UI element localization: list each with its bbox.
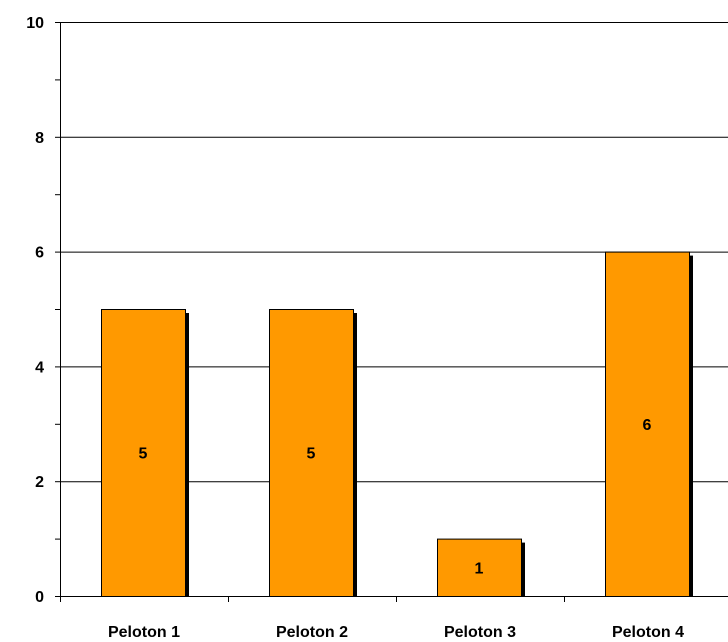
x-category-label: Peloton 1 xyxy=(108,624,180,641)
bars xyxy=(101,251,693,597)
x-category-label: Peloton 2 xyxy=(276,624,348,641)
y-tick-label: 10 xyxy=(26,15,44,32)
data-label: 6 xyxy=(643,417,652,434)
y-tick-label: 0 xyxy=(35,589,44,606)
y-tick-label: 8 xyxy=(35,130,44,147)
y-tick-label: 4 xyxy=(35,359,44,376)
y-tick-label: 6 xyxy=(35,245,44,262)
data-label: 1 xyxy=(475,560,484,577)
data-label: 5 xyxy=(307,446,316,463)
bar xyxy=(437,538,522,597)
y-tick-label: 2 xyxy=(35,474,44,491)
bar xyxy=(101,309,186,597)
data-label: 5 xyxy=(139,446,148,463)
bar xyxy=(605,251,690,597)
x-category-label: Peloton 3 xyxy=(444,624,516,641)
x-category-label: Peloton 4 xyxy=(612,624,684,641)
labels: 0 2 4 6 8 10 5 Peloton 1 5 Peloton 2 1 Peloton 3 6 Pe… xyxy=(26,15,684,641)
bar xyxy=(269,309,354,597)
